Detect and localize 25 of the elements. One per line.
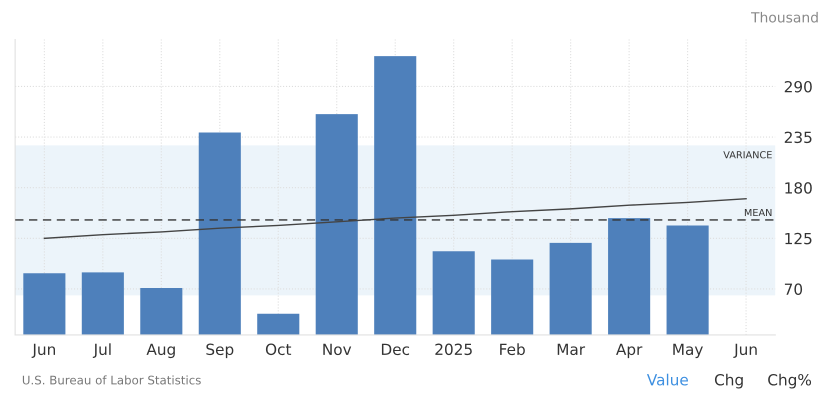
y-tick-label: 70: [784, 283, 802, 295]
x-tick-label: May: [673, 344, 703, 358]
text: Value: [646, 374, 688, 386]
ref-line-label: MEAN: [744, 208, 772, 216]
x-tick-label: Oct: [266, 344, 292, 356]
x-tick-label: Nov: [323, 344, 352, 356]
x-tick-label: Aug: [146, 344, 175, 358]
text: U.S. Bureau of Labor Statistics: [22, 375, 201, 385]
x-tick-label: Mar: [558, 344, 586, 356]
text: Chg: [714, 374, 743, 388]
x-tick-label: 2025: [435, 344, 472, 356]
x-tick-label: Feb: [500, 343, 525, 356]
band-label: VARIANCE: [723, 151, 772, 158]
y-axis-title: Thousand: [751, 12, 818, 23]
x-tick-label: Jul: [92, 343, 111, 358]
y-tick-label: 290: [784, 80, 812, 93]
y-tick-label: 180: [785, 182, 812, 194]
x-tick-label: Apr: [616, 344, 642, 358]
y-tick-label: 235: [784, 132, 812, 144]
y-tick-label: 125: [785, 232, 812, 244]
x-tick-label: Jun: [32, 344, 55, 358]
x-tick-label: Dec: [382, 344, 410, 356]
text: Chg%: [768, 374, 812, 388]
x-tick-label: Jun: [733, 344, 757, 358]
x-tick-label: Sep: [206, 344, 234, 358]
